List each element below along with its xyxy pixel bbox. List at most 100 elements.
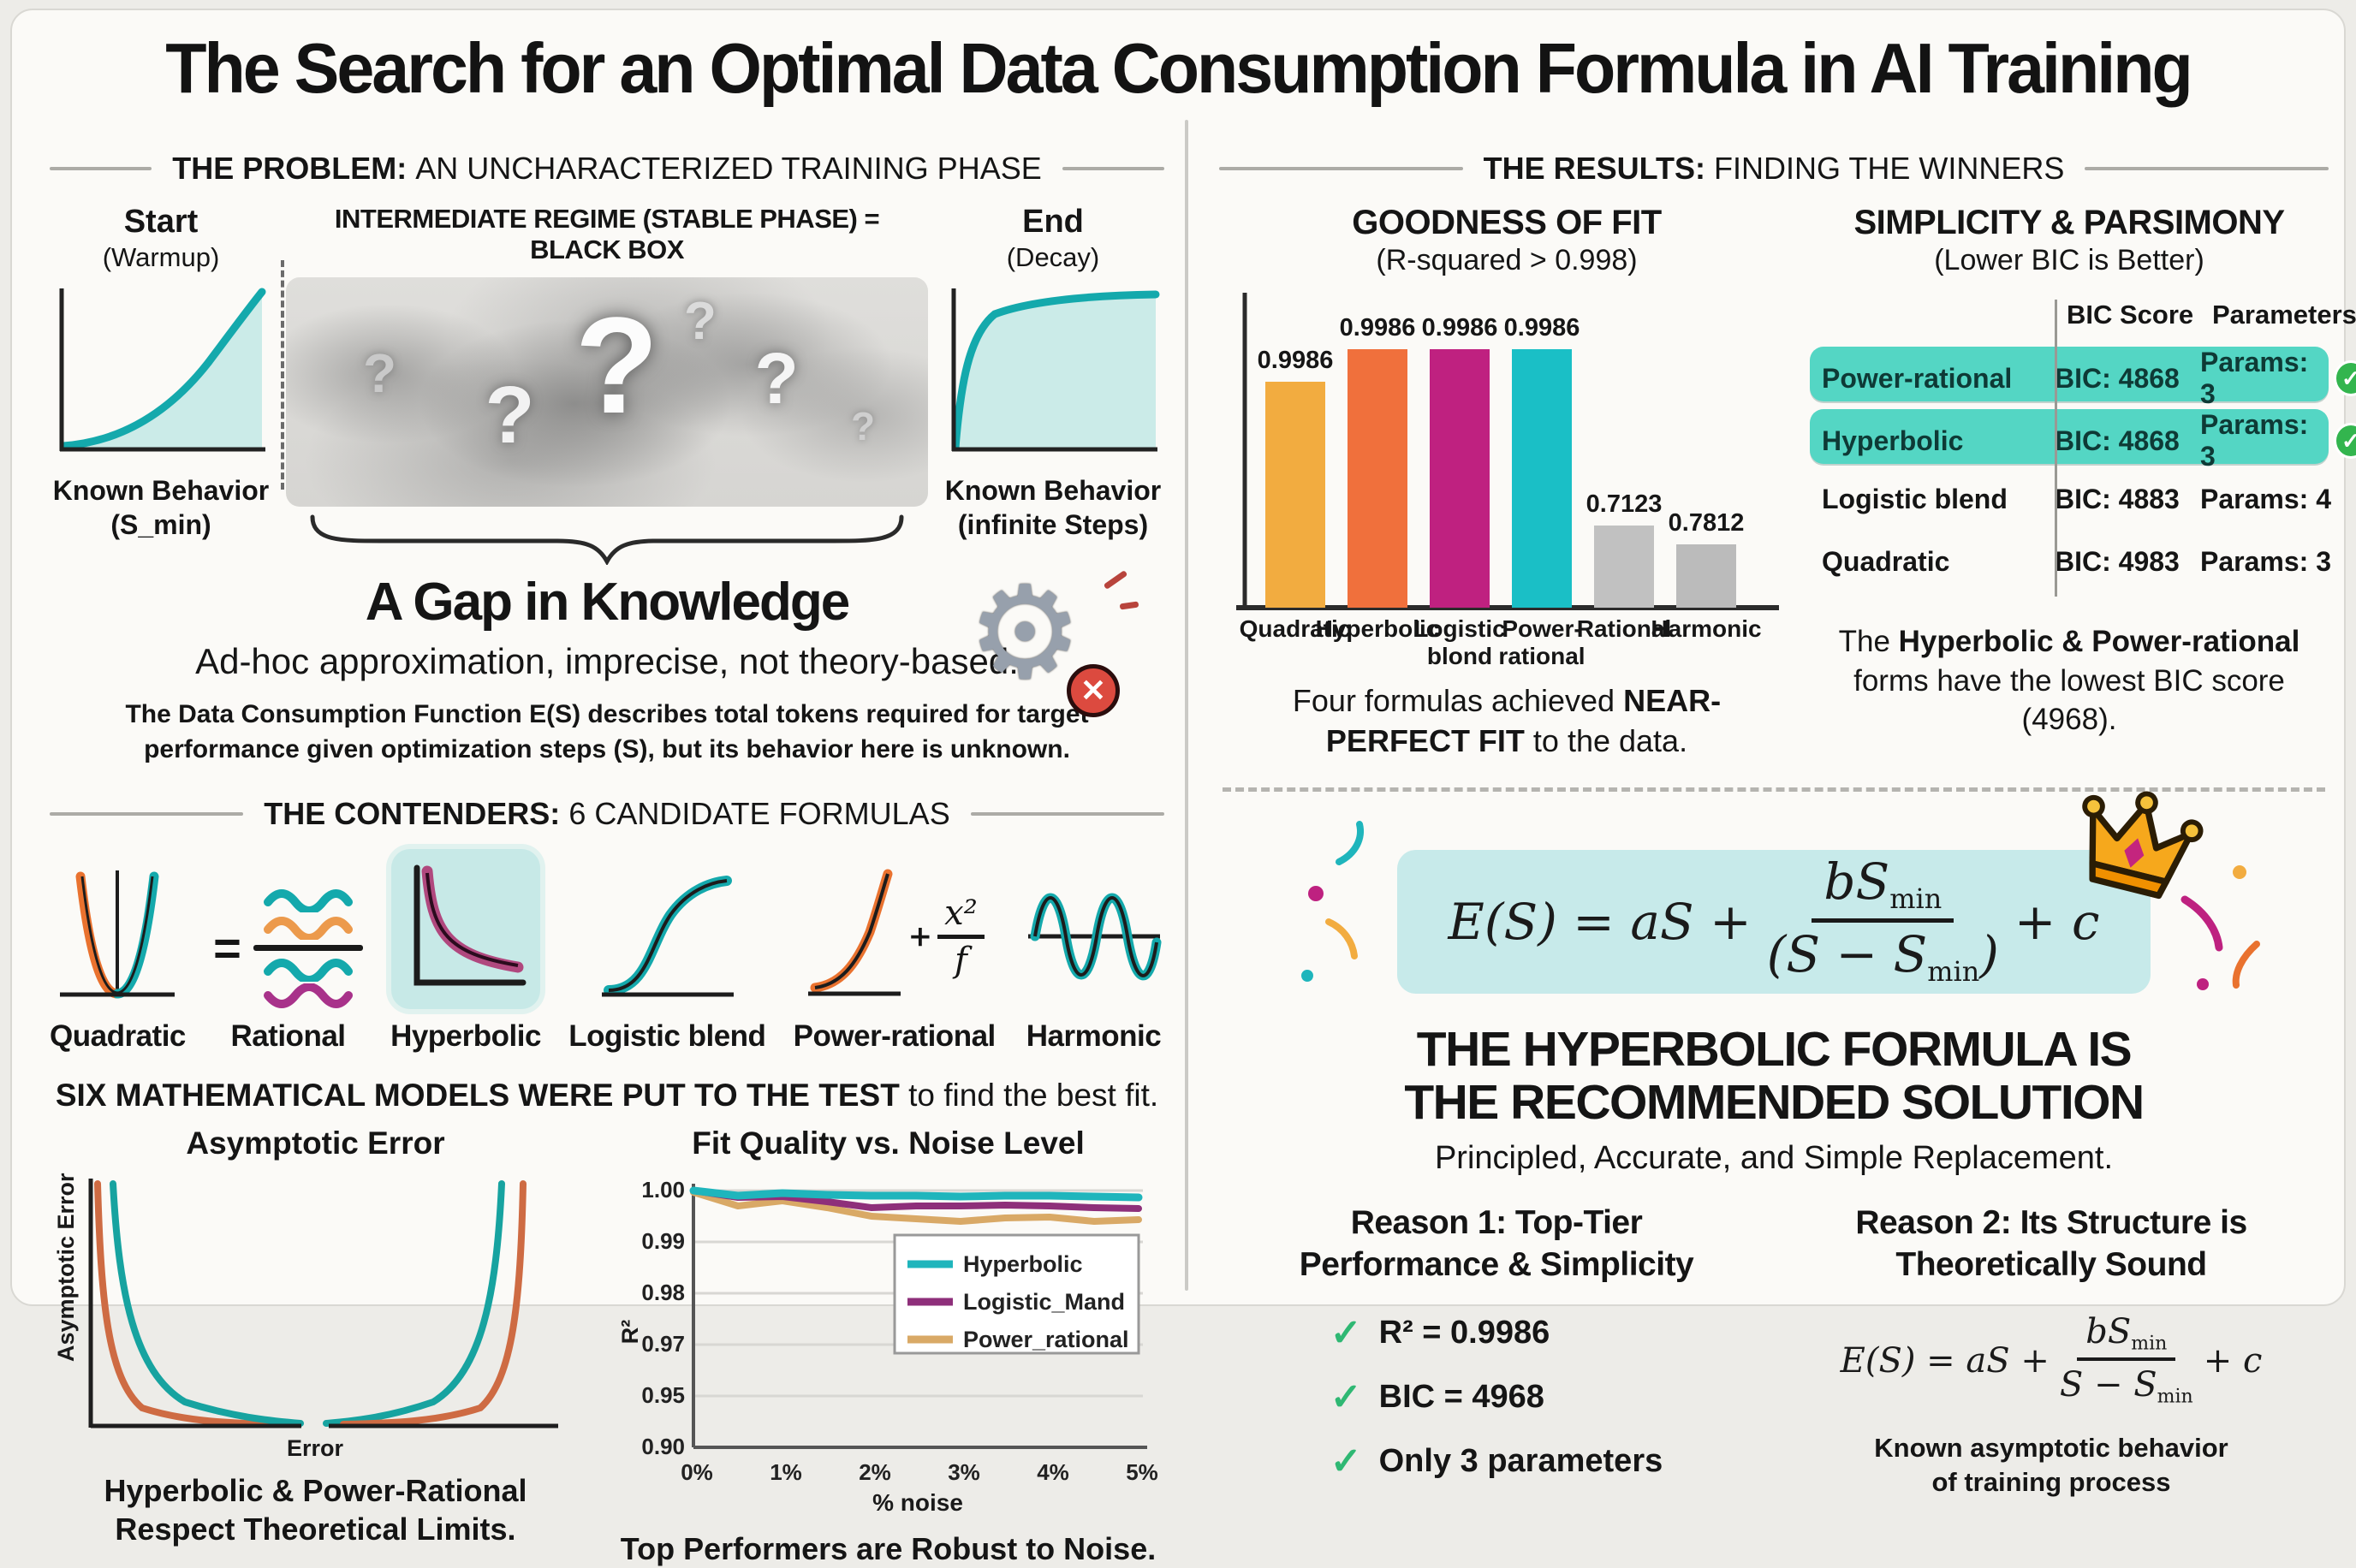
bar — [1265, 382, 1325, 608]
question-mark-icon: ? — [363, 342, 397, 405]
header-rule-left — [1219, 167, 1463, 170]
crown-icon — [2082, 791, 2204, 899]
bottom-charts-row: Asymptotic Error Asymptotic Error Error … — [50, 1126, 1164, 1568]
question-mark-icon: ? — [574, 288, 659, 442]
annotation-numerator: x² — [937, 894, 985, 939]
hyperbolic-formula: E(S) = aS + bSmin (S − Smin) + c — [1448, 852, 2100, 989]
x-axis-label: Error — [286, 1435, 343, 1461]
error-cross-icon: ✕ — [1067, 664, 1120, 717]
contender-label: Quadratic — [50, 1019, 186, 1053]
infographic-card — [10, 9, 2346, 1306]
question-mark-icon: ? — [851, 404, 876, 449]
reason-2-formula: E(S) = aS + bSmin S − Smin + c — [1840, 1312, 2263, 1408]
header-rule-right — [2085, 167, 2329, 170]
x-tick: 5% — [1126, 1459, 1158, 1485]
simplicity-table: BIC Score Parameters Power-rational BIC:… — [1810, 300, 2356, 597]
x-tick: 2% — [859, 1459, 891, 1485]
chart-subtitle: (R-squared > 0.998) — [1376, 244, 1638, 276]
start-caption: Known Behavior (S_min) — [52, 475, 270, 540]
gap-block: A Gap in Knowledge Ad-hoc approximation,… — [50, 568, 1164, 767]
bar-category-label: Rational — [1577, 615, 1671, 642]
x-axis-label: % noise — [872, 1489, 963, 1516]
chart-title: Asymptotic Error — [186, 1126, 445, 1161]
confetti-icon — [1325, 918, 1358, 959]
bar — [1348, 349, 1407, 608]
legend-item: Hyperbolic — [963, 1251, 1083, 1277]
page-title: The Search for an Optimal Data Consumpti… — [165, 28, 2192, 108]
header-rule-left — [50, 167, 152, 170]
results-header-rest: FINDING THE WINNERS — [1714, 151, 2065, 186]
bar — [1594, 526, 1654, 608]
hyperbolic-curve-icon — [413, 864, 527, 986]
reason-2-title: Reason 2: Its Structure is Theoretically… — [1855, 1203, 2247, 1283]
bar-category-label: Quadratic — [1240, 615, 1352, 642]
y-tick: 0.99 — [641, 1228, 685, 1254]
logistic-curve-icon — [601, 876, 734, 997]
end-sublabel: (Decay) — [1006, 242, 1100, 272]
x-tick: 4% — [1037, 1459, 1069, 1485]
chart-caption: Top Performers are Robust to Noise. — [620, 1531, 1157, 1566]
confetti-icon — [2233, 864, 2246, 879]
y-tick: 0.90 — [641, 1434, 685, 1459]
problem-header-rest: AN UNCHARACTERIZED TRAINING PHASE — [415, 151, 1042, 186]
bar-value-label: 0.9986 — [1504, 314, 1580, 342]
y-tick: 0.97 — [641, 1331, 685, 1357]
rational-fraction-icon: = — [213, 887, 363, 1009]
problem-section-header: THE PROBLEM: AN UNCHARACTERIZED TRAINING… — [50, 151, 1165, 187]
end-panel: End (Decay) Known Behavior (infinite Ste… — [942, 204, 1164, 542]
question-mark-icon: ? — [754, 337, 799, 419]
bar-category-label: Logistic blond — [1413, 615, 1505, 669]
dashed-divider — [1223, 787, 2325, 792]
x-tick: 3% — [948, 1459, 980, 1485]
broken-gear-icon: ⚙ ✕ — [967, 568, 1139, 717]
contenders-section-header: THE CONTENDERS: 6 CANDIDATE FORMULAS — [50, 796, 1164, 832]
x-tick: 0% — [681, 1459, 713, 1485]
bar-category-label: Hyperbolic — [1316, 615, 1440, 642]
solution-subline: Principled, Accurate, and Simple Replace… — [1434, 1139, 2114, 1176]
column-header-bic: BIC Score — [2067, 300, 2194, 330]
table-row: Quadratic BIC: 4983 Params: 3 — [1822, 545, 2331, 577]
header-rule-right — [1062, 167, 1165, 170]
results-section-header: THE RESULTS: FINDING THE WINNERS — [1219, 151, 2329, 187]
harmonic-wave-icon — [1028, 893, 1162, 981]
infographic-canvas: The Search for an Optimal Data Consumpti… — [10, 9, 2356, 1566]
confetti-icon — [1308, 885, 1324, 901]
table-title: SIMPLICITY & PARSIMONY — [1853, 204, 2285, 241]
contender-label: Power-rational — [793, 1019, 997, 1053]
start-panel: Start (Warmup) Known Behavior (S_min) — [50, 204, 272, 542]
check-icon: ✓ — [1330, 1312, 1362, 1355]
column-divider — [1185, 120, 1188, 1291]
y-tick: 0.98 — [641, 1280, 685, 1305]
confetti-icon — [2197, 977, 2209, 990]
reasons-row: Reason 1: Top-Tier Performance & Simplic… — [1219, 1203, 2329, 1500]
table-header: BIC Score Parameters — [1810, 300, 2356, 339]
confetti-icon — [2232, 940, 2260, 989]
chart-title: Fit Quality vs. Noise Level — [692, 1126, 1085, 1161]
check-icon: ✓ — [2333, 423, 2356, 459]
fit-quality-plot: 1.00 0.99 0.98 0.97 0.95 0.90 0% 1% 2% 3… — [617, 1177, 1158, 1516]
blackbox-title: INTERMEDIATE REGIME (STABLE PHASE) = BLA… — [334, 204, 880, 264]
warmup-curve-chart — [59, 288, 266, 452]
formula-box: E(S) = aS + bSmin (S − Smin) + c — [1397, 791, 2204, 994]
reason-2-caption: Known asymptotic behavior of training pr… — [1874, 1432, 2228, 1498]
problem-header-strong: THE PROBLEM: — [172, 151, 408, 186]
underbrace-icon — [310, 514, 904, 565]
fit-quality-chart: Fit Quality vs. Noise Level 1.00 0.99 — [612, 1126, 1164, 1568]
bar-value-label: 0.7123 — [1586, 490, 1663, 518]
table-row: Logistic blend BIC: 4883 Params: 4 — [1822, 483, 2331, 514]
bar-category-label: Harmonic — [1651, 615, 1761, 642]
legend-item: Power_rational — [963, 1327, 1129, 1352]
confetti-icon — [1301, 969, 1313, 982]
chart-title: GOODNESS OF FIT — [1352, 204, 1662, 241]
table-row: Hyperbolic BIC: 4868 Params: 3 ✓ — [1810, 409, 2356, 472]
hyperbolic-highlight-box — [391, 849, 540, 1009]
contender-label: Hyperbolic — [390, 1019, 541, 1053]
table-row: Power-rational BIC: 4868 Params: 3 ✓ — [1810, 347, 2356, 409]
bar-category-label: Power-rational — [1498, 615, 1585, 669]
table-divider — [2055, 300, 2057, 597]
quadratic-curve-icon — [60, 870, 176, 999]
goodness-of-fit-block: GOODNESS OF FIT (R-squared > 0.998) 0.99… — [1219, 204, 1794, 762]
simplicity-parsimony-block: SIMPLICITY & PARSIMONY (Lower BIC is Bet… — [1810, 204, 2356, 762]
y-axis-label: Asymptotic Error — [55, 1173, 79, 1362]
contender-hyperbolic: Hyperbolic — [390, 849, 541, 1054]
